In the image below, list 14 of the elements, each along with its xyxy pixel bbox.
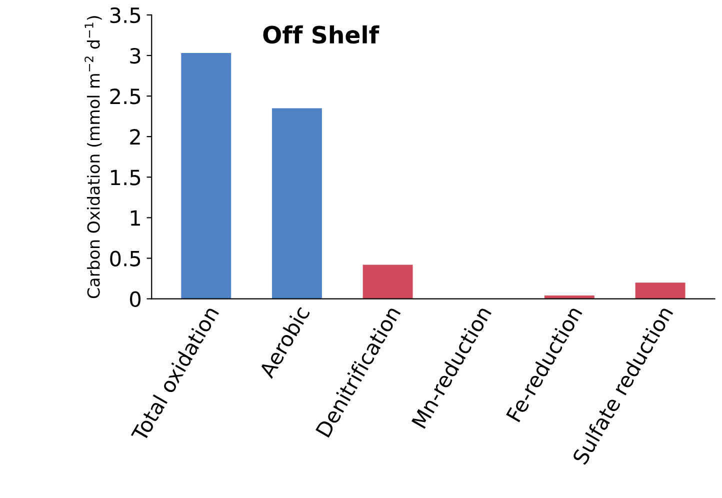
bar — [635, 282, 686, 299]
y-axis-title: Carbon Oxidation (mmol m$^{−2}$ d$^{−1}$) — [84, 16, 102, 298]
bar — [181, 53, 232, 299]
y-tick-label: 0 — [130, 291, 141, 308]
y-tick-label: 3 — [130, 48, 140, 64]
y-tick-label: 1 — [130, 210, 140, 226]
bar — [272, 108, 322, 299]
bar — [362, 264, 413, 299]
y-tick-label: 0.5 — [110, 250, 140, 266]
y-tick-label: 3.5 — [110, 7, 140, 24]
y-tick-label: 2.5 — [110, 88, 140, 104]
chart-title: Off Shelf — [263, 25, 380, 44]
y-tick-label: 2 — [130, 129, 140, 145]
y-tick-label: 1.5 — [111, 170, 140, 186]
